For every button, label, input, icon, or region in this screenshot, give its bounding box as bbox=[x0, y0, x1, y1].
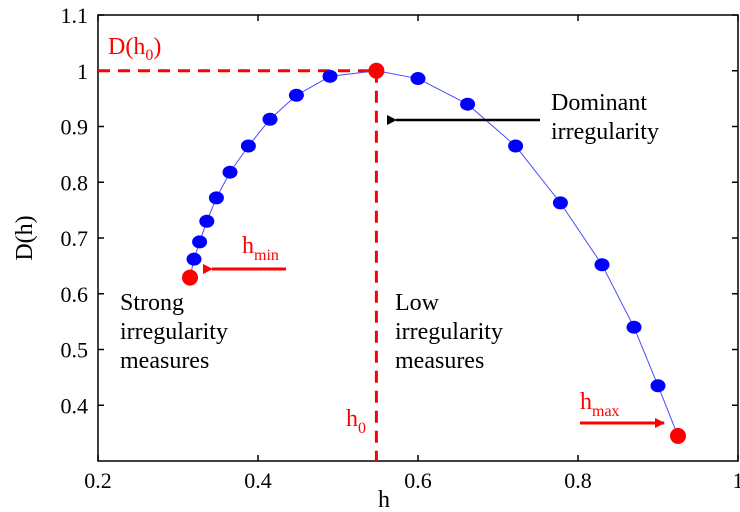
x-tick-label: 1 bbox=[733, 468, 740, 493]
y-tick-label: 0.9 bbox=[61, 115, 89, 140]
y-tick-label: 1 bbox=[77, 59, 88, 84]
data-point bbox=[262, 112, 278, 126]
data-point bbox=[192, 235, 208, 249]
data-point bbox=[288, 88, 304, 102]
x-tick-label: 0.6 bbox=[404, 468, 432, 493]
y-axis-label: D(h) bbox=[12, 215, 38, 260]
data-point bbox=[410, 72, 426, 86]
data-point bbox=[508, 139, 524, 153]
h0-label: h0 bbox=[346, 406, 366, 437]
y-tick-label: 0.7 bbox=[61, 226, 89, 251]
x-tick-label: 0.2 bbox=[84, 468, 112, 493]
y-tick-label: 0.5 bbox=[61, 338, 89, 363]
y-tick-label: 1.1 bbox=[61, 3, 89, 28]
highlight-point bbox=[182, 269, 198, 286]
data-point bbox=[626, 320, 642, 334]
data-point bbox=[594, 258, 610, 272]
y-tick-label: 0.4 bbox=[61, 393, 89, 418]
y-tick-label: 0.6 bbox=[61, 282, 89, 307]
data-point bbox=[240, 139, 256, 153]
highlight-points bbox=[182, 62, 686, 444]
y-axis: 0.4 0.5 0.6 0.7 0.8 0.9 1 1.1 bbox=[61, 3, 738, 418]
data-point bbox=[552, 196, 568, 210]
hmin-label: hmin bbox=[242, 233, 279, 264]
highlight-point bbox=[368, 62, 385, 79]
x-axis: 0.2 0.4 0.6 0.8 1 bbox=[84, 15, 740, 493]
x-tick-label: 0.8 bbox=[564, 468, 592, 493]
low-label: Low irregularity measures bbox=[395, 290, 509, 374]
data-point bbox=[199, 214, 215, 228]
y-tick-label: 0.8 bbox=[61, 170, 89, 195]
data-point bbox=[460, 97, 476, 111]
data-point bbox=[186, 252, 202, 266]
highlight-point bbox=[670, 427, 686, 444]
strong-label: Strong irregularity measures bbox=[120, 290, 234, 374]
hmax-label: hmax bbox=[580, 389, 620, 420]
data-point bbox=[650, 379, 666, 393]
x-axis-label: h bbox=[378, 487, 390, 512]
d-h0-label: D(h0) bbox=[108, 34, 161, 64]
data-point bbox=[222, 165, 238, 179]
x-tick-label: 0.4 bbox=[244, 468, 272, 493]
data-point bbox=[322, 69, 338, 83]
dominant-label: Dominant irregularity bbox=[551, 90, 659, 145]
data-point bbox=[208, 191, 224, 205]
